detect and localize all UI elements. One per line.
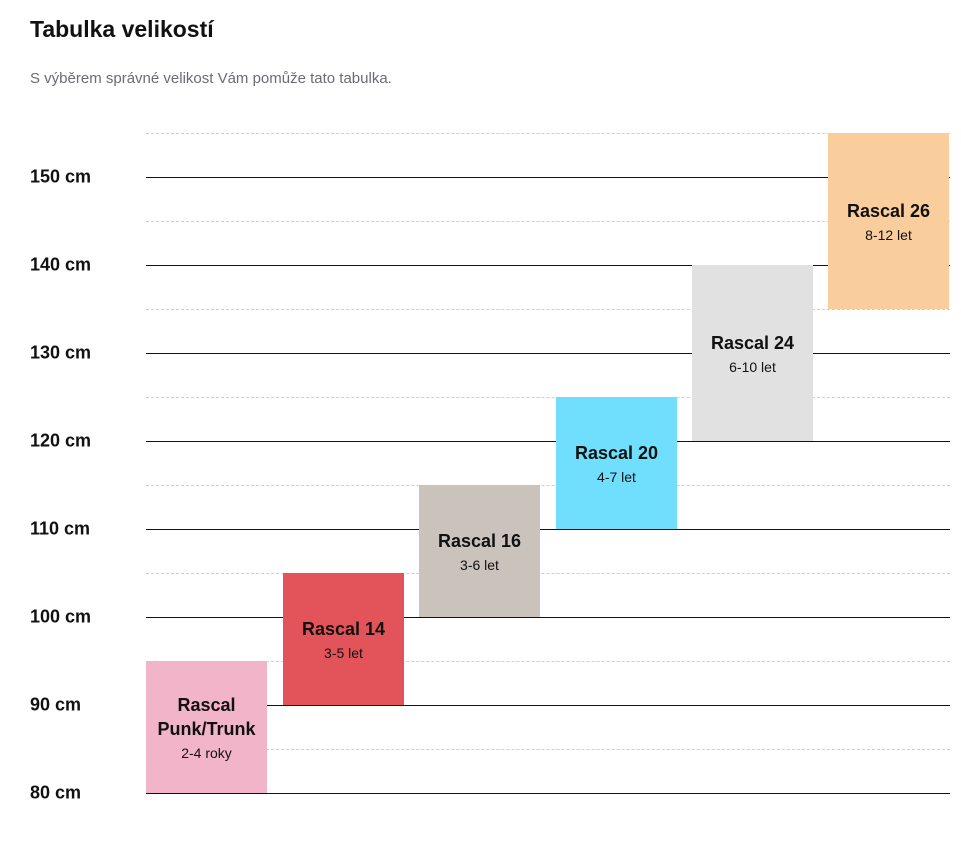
y-tick-label: 130 cm (30, 342, 92, 363)
y-tick-label: 120 cm (30, 430, 92, 451)
bar-label: Rascal 14 (301, 619, 386, 639)
gridline (146, 177, 950, 178)
gridline (146, 353, 950, 354)
gridline (146, 265, 950, 266)
y-tick-label: 80 cm (30, 782, 82, 803)
bar-age-label: 6-10 let (729, 359, 776, 375)
bar-age-label: 4-7 let (597, 469, 636, 485)
bar-label: Rascal 26 (846, 201, 931, 221)
y-tick-label: 150 cm (30, 166, 92, 187)
bar-label: Rascal 24 (710, 333, 795, 353)
bar-rascal-punk-trunk: Rascal Punk/Trunk 2-4 roky (146, 661, 267, 793)
gridline-dashed (146, 485, 950, 486)
bar-label: Rascal 20 (574, 443, 659, 463)
gridline-dashed (146, 661, 950, 662)
gridline (146, 705, 950, 706)
gridline (146, 529, 950, 530)
bar-age-label: 3-5 let (324, 645, 363, 661)
bar-age-label: 2-4 roky (181, 745, 232, 761)
gridline (146, 441, 950, 442)
y-tick-label: 100 cm (30, 606, 92, 627)
bar-rascal-24: Rascal 24 6-10 let (692, 265, 813, 441)
gridline (146, 617, 950, 618)
bar-label: Rascal Punk/Trunk (157, 695, 256, 739)
page-title: Tabulka velikostí (30, 16, 214, 42)
gridline-dashed (146, 221, 950, 222)
gridline-dashed (146, 133, 950, 134)
bar-rascal-26: Rascal 26 8-12 let (828, 133, 949, 309)
bar-rascal-16: Rascal 16 3-6 let (419, 485, 540, 617)
bar-rascal-14: Rascal 14 3-5 let (283, 573, 404, 705)
bar-age-label: 3-6 let (460, 557, 499, 573)
y-tick-label: 110 cm (30, 518, 91, 539)
bar-rascal-20: Rascal 20 4-7 let (556, 397, 677, 529)
gridline-dashed (146, 749, 950, 750)
page-subtitle: S výběrem správné velikost Vám pomůže ta… (30, 70, 392, 87)
bar-age-label: 8-12 let (865, 227, 912, 243)
gridline-dashed (146, 309, 950, 310)
gridline-dashed (146, 573, 950, 574)
gridline-dashed (146, 397, 950, 398)
gridline (146, 793, 950, 794)
bar-label: Rascal 16 (437, 531, 522, 551)
y-tick-label: 140 cm (30, 254, 92, 275)
y-tick-label: 90 cm (30, 694, 82, 715)
